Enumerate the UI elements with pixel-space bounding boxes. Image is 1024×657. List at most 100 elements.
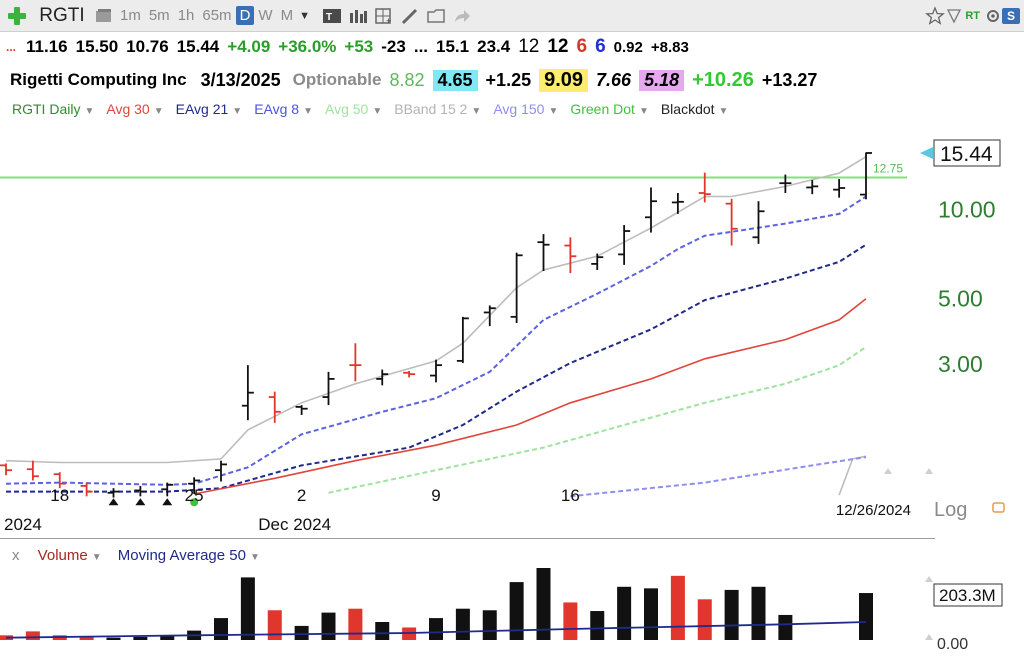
- price-bar: [134, 485, 147, 497]
- price-bar: [564, 237, 577, 274]
- volume-legend: x Volume ▼ Moving Average 50 ▼: [12, 547, 260, 564]
- settings-icon[interactable]: [984, 4, 1002, 28]
- filter-icon[interactable]: [947, 4, 962, 28]
- legend-label-green-dot: Green Dot: [570, 101, 635, 117]
- green-line-label: 12.75: [873, 162, 903, 176]
- chevron-down-icon[interactable]: ▼: [249, 552, 260, 563]
- company-name: Rigetti Computing Inc: [10, 70, 187, 89]
- legend-avg50[interactable]: Avg 50 ▼: [325, 101, 382, 117]
- layout-icon[interactable]: [92, 5, 116, 27]
- quote-date: 3/13/2025: [200, 69, 281, 90]
- volume-bar: [536, 568, 551, 640]
- volume-bar: [482, 610, 497, 640]
- add-symbol-icon[interactable]: [6, 5, 28, 27]
- legend-eavg8[interactable]: EAvg 8 ▼: [254, 101, 313, 117]
- timeframe-monthly[interactable]: M: [280, 7, 294, 24]
- chevron-down-icon[interactable]: ▼: [372, 106, 383, 117]
- volume-bar: [160, 635, 175, 640]
- legend-green-dot[interactable]: Green Dot ▼: [570, 101, 649, 117]
- timeframe-dropdown-icon[interactable]: ▼: [299, 9, 310, 22]
- last-volume-label: 203.3M: [939, 586, 996, 605]
- volume-bar: [106, 637, 121, 640]
- price-bar: [483, 305, 496, 327]
- folder-icon[interactable]: [424, 5, 448, 27]
- chevron-down-icon[interactable]: ▼: [232, 106, 243, 117]
- chevron-down-icon[interactable]: ▼: [638, 106, 649, 117]
- legend-avg30[interactable]: Avg 30 ▼: [106, 101, 163, 117]
- legend-label-avg150: Avg 150: [493, 101, 545, 117]
- volume-bar: [25, 631, 40, 640]
- time-axis: 18 25 2 9 16 2024 Dec 2024 12/26/2024 Log: [4, 486, 1005, 534]
- legend-avg150[interactable]: Avg 150 ▼: [493, 101, 558, 117]
- timeframe-65m[interactable]: 65m: [202, 7, 232, 24]
- symbol-field[interactable]: RGTI: [39, 4, 85, 26]
- quote-open: 11.16: [26, 37, 68, 56]
- lock-icon[interactable]: [992, 502, 1005, 513]
- timeframe-weekly[interactable]: W: [258, 7, 273, 24]
- info-v7: +10.26: [692, 68, 754, 91]
- volume-bar: [563, 602, 578, 640]
- x-tick-label: 18: [50, 486, 69, 505]
- log-scale-toggle[interactable]: Log: [934, 499, 967, 521]
- timeframe-1h[interactable]: 1h: [177, 7, 195, 24]
- volume-bar: [214, 618, 228, 640]
- panel-divider[interactable]: [0, 538, 935, 539]
- price-bar: [161, 482, 174, 497]
- quote-change: +4.09: [227, 37, 271, 56]
- legend-rgti-daily[interactable]: RGTI Daily ▼: [12, 101, 94, 117]
- chevron-down-icon[interactable]: ▼: [153, 106, 164, 117]
- grid-icon[interactable]: +: [372, 5, 396, 27]
- price-bar: [430, 359, 442, 383]
- star-icon[interactable]: [925, 4, 946, 28]
- legend-blackdot[interactable]: Blackdot ▼: [661, 101, 729, 117]
- price-bar: [188, 477, 201, 494]
- price-bar: [806, 180, 819, 195]
- price-bar: [591, 253, 604, 270]
- volume-ma-line: [5, 621, 867, 639]
- scroll-up-icon[interactable]: [925, 576, 933, 582]
- timeframe-5m[interactable]: 5m: [148, 7, 170, 24]
- s-menu-button[interactable]: S: [1001, 8, 1020, 24]
- volume-bar: [321, 612, 336, 640]
- volume-bar: [348, 608, 363, 640]
- price-chart[interactable]: 12.75 10.00 5.00 3.00 15.44 18 25 2 9 16 2024 Dec…: [0, 128, 1024, 538]
- volume-bar: [455, 608, 470, 640]
- chart-type-icon[interactable]: T: [320, 5, 344, 27]
- close-icon[interactable]: x: [12, 547, 20, 564]
- chevron-down-icon[interactable]: ▼: [91, 552, 102, 563]
- draw-pen-icon[interactable]: [398, 5, 422, 27]
- price-bar: [752, 201, 765, 244]
- moving-average-label[interactable]: Moving Average 50: [117, 547, 246, 564]
- volume-bar: [670, 575, 685, 640]
- series-line-3: [6, 243, 867, 493]
- price-bar: [833, 179, 846, 198]
- share-icon[interactable]: [450, 5, 474, 27]
- last-price-label: 15.44: [940, 143, 993, 166]
- scroll-up-icon[interactable]: [925, 468, 933, 474]
- scroll-up-icon[interactable]: [925, 634, 933, 640]
- chevron-down-icon[interactable]: ▼: [471, 106, 482, 117]
- last-price-box: [933, 139, 1001, 167]
- indicator-lines: [5, 156, 867, 498]
- legend-eavg21[interactable]: EAvg 21 ▼: [176, 101, 243, 117]
- legend-bband[interactable]: BBand 15 2 ▼: [394, 101, 481, 117]
- volume-bar: [133, 636, 148, 640]
- chevron-down-icon[interactable]: ▼: [718, 106, 729, 117]
- chevron-down-icon[interactable]: ▼: [84, 106, 95, 117]
- price-bar: [510, 252, 523, 323]
- bar-style-icon[interactable]: [346, 5, 370, 27]
- quote-v9: 6: [595, 36, 606, 57]
- chevron-down-icon[interactable]: ▼: [548, 106, 559, 117]
- volume-bar: [859, 593, 873, 640]
- black-dot-marker: [108, 498, 119, 506]
- timeframe-1m[interactable]: 1m: [120, 7, 141, 24]
- volume-chart[interactable]: 203.3M 0.00: [0, 568, 1024, 657]
- price-bar: [698, 172, 711, 203]
- legend-label-blackdot: Blackdot: [660, 101, 715, 117]
- info-v8: +13.27: [761, 69, 818, 90]
- scroll-up-icon[interactable]: [884, 468, 892, 474]
- volume-label[interactable]: Volume: [37, 547, 88, 564]
- price-bar: [537, 234, 550, 271]
- timeframe-daily[interactable]: D: [235, 6, 255, 25]
- chevron-down-icon[interactable]: ▼: [303, 106, 313, 117]
